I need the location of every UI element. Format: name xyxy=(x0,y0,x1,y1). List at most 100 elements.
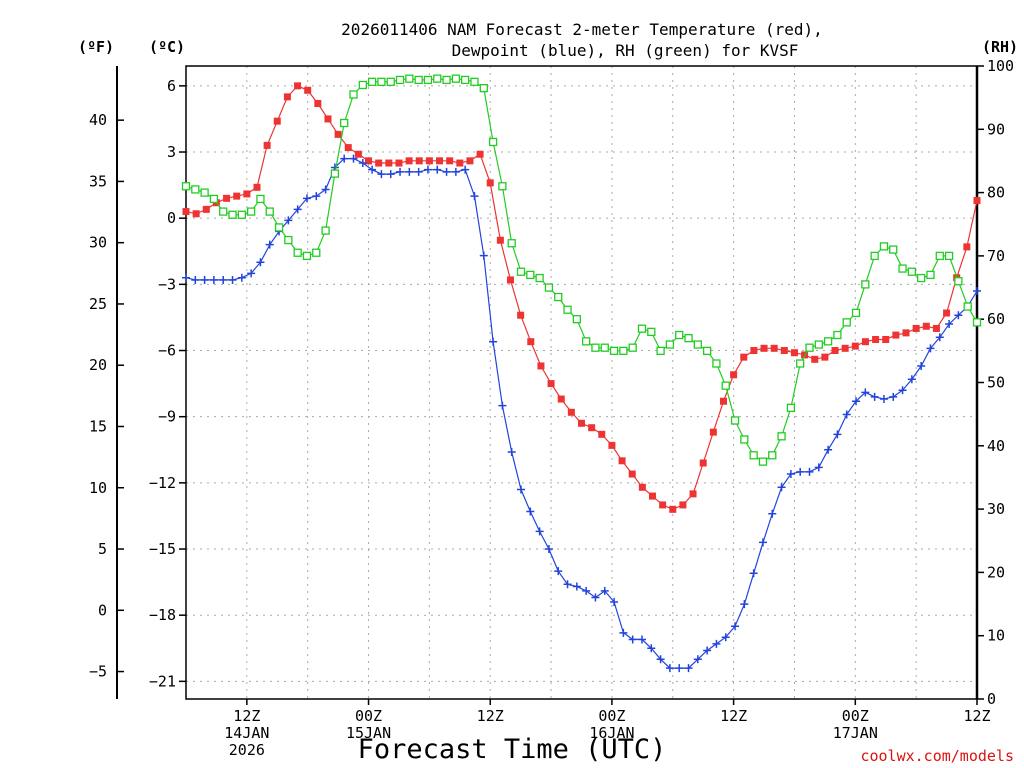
dewpoint-point xyxy=(191,275,200,284)
dewpoint-point xyxy=(805,467,814,476)
dewpoint-point xyxy=(433,165,442,174)
rh-point xyxy=(954,277,963,286)
dewpoint-point xyxy=(675,664,684,673)
dewpoint-point xyxy=(582,586,591,595)
rh-point xyxy=(628,343,637,352)
rh-point xyxy=(544,283,554,292)
dewpoint-point xyxy=(870,392,879,401)
celsius-tick-label: −6 xyxy=(158,342,176,360)
rh-point xyxy=(479,84,488,93)
temperature-point xyxy=(405,157,413,165)
data-series xyxy=(181,74,982,673)
rh-point xyxy=(823,337,833,346)
temperature-point xyxy=(831,347,839,355)
temperature-point xyxy=(314,99,322,107)
rh-tick-label: 100 xyxy=(987,57,1014,75)
temperature-point xyxy=(263,141,271,149)
rh-point xyxy=(340,118,349,128)
rh-point xyxy=(423,75,433,85)
dewpoint-point xyxy=(386,170,395,179)
rh-point xyxy=(516,267,526,276)
dewpoint-point xyxy=(703,646,712,655)
dewpoint-point xyxy=(879,395,888,404)
fahrenheit-tick-label: 35 xyxy=(89,172,107,190)
temperature-point xyxy=(973,197,981,205)
rh-point xyxy=(442,75,451,85)
dewpoint-point xyxy=(498,401,507,410)
rh-point xyxy=(963,302,972,311)
dewpoint-point xyxy=(563,580,572,589)
series-line xyxy=(185,85,978,510)
temperature-point xyxy=(557,395,565,403)
dewpoint-point xyxy=(600,586,609,595)
rh-point xyxy=(879,242,889,251)
temperature-point xyxy=(273,117,281,125)
temperature-point xyxy=(375,159,383,167)
dewpoint-point xyxy=(312,192,321,201)
rh-point xyxy=(451,74,461,83)
temperature-point xyxy=(395,159,403,167)
rh-point xyxy=(684,334,693,343)
dewpoint-point xyxy=(619,628,628,637)
rh-point xyxy=(228,210,237,219)
temperature-point xyxy=(659,501,667,509)
dewpoint-point xyxy=(554,567,563,576)
x-tick-label: 00Z xyxy=(842,707,869,725)
rh-point xyxy=(470,77,479,86)
temperature-point xyxy=(243,190,251,198)
temperature-point xyxy=(709,428,717,436)
temperature-point xyxy=(476,150,484,158)
rh-point xyxy=(768,451,777,460)
fahrenheit-tick-label: 25 xyxy=(89,295,107,313)
rh-point xyxy=(870,251,879,261)
rh-tick-label: 80 xyxy=(987,184,1005,202)
celsius-tick-label: −9 xyxy=(158,408,176,426)
temperature-point xyxy=(638,483,646,491)
fahrenheit-tick-label: 5 xyxy=(98,540,107,558)
temperature-point xyxy=(547,380,555,388)
dewpoint-point xyxy=(731,622,740,631)
dewpoint-point xyxy=(293,205,302,214)
dewpoint-point xyxy=(973,286,981,295)
dewpoint-point xyxy=(237,273,246,282)
rh-point xyxy=(898,264,907,273)
temperature-point xyxy=(821,353,829,361)
temperature-point xyxy=(963,243,971,251)
dewpoint-point xyxy=(265,240,274,249)
temperature-point xyxy=(618,457,626,465)
temperature-point xyxy=(811,355,819,363)
x-tick-label: 12Z xyxy=(233,707,260,725)
fahrenheit-tick-label: 10 xyxy=(89,479,107,497)
rh-point xyxy=(907,267,917,276)
rh-point xyxy=(265,207,274,216)
rh-point xyxy=(609,346,619,356)
rh-point xyxy=(582,337,591,346)
temperature-point xyxy=(365,157,373,165)
fahrenheit-unit-label: (ºF) xyxy=(78,38,114,56)
dewpoint-point xyxy=(768,509,777,518)
rh-point xyxy=(256,194,265,204)
dewpoint-point xyxy=(954,311,963,320)
fahrenheit-tick-label: −5 xyxy=(89,663,107,681)
temperature-point xyxy=(304,86,312,94)
temperature-point xyxy=(192,210,200,218)
dewpoint-point xyxy=(396,167,405,176)
rh-tick-label: 10 xyxy=(987,627,1005,645)
rh-point xyxy=(563,305,572,314)
grid-lines xyxy=(186,66,977,699)
temperature-point xyxy=(882,335,890,343)
celsius-tick-label: −18 xyxy=(149,606,176,624)
dewpoint-point xyxy=(721,633,730,642)
celsius-tick-label: −12 xyxy=(149,474,176,492)
dewpoint-point xyxy=(628,635,637,644)
celsius-tick-label: −3 xyxy=(158,275,176,293)
dewpoint-point xyxy=(349,154,358,163)
dewpoint-point xyxy=(442,167,451,176)
temperature-point xyxy=(283,93,291,101)
temperature-point xyxy=(537,362,545,370)
temperature-point xyxy=(344,144,352,152)
rh-point xyxy=(181,182,191,191)
rh-unit-label: (RH) xyxy=(982,38,1018,56)
dewpoint-point xyxy=(833,430,842,439)
x-tick-label: 12Z xyxy=(963,707,990,725)
